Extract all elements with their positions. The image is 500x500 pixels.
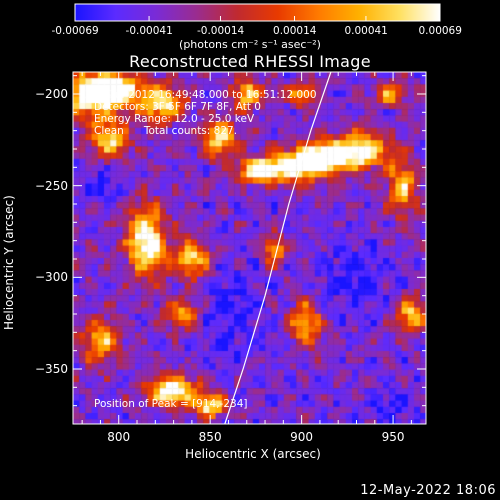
colorbar-tick-label: -0.00041: [125, 25, 173, 37]
annotation-time-range: 15-Jul-2012 16:49:48.000 to 16:51:12.000: [94, 89, 317, 101]
y-tick-label: −300: [35, 270, 68, 285]
observation-info: 15-Jul-2012 16:49:48.000 to 16:51:12.000…: [94, 89, 317, 137]
x-tick-label: 850: [198, 430, 222, 444]
chart-title: Reconstructed RHESSI Image: [129, 52, 371, 71]
colorbar-ticks: [74, 16, 441, 21]
solar-limb-line: [224, 71, 332, 425]
colorbar-tick-label: -0.00014: [196, 25, 245, 37]
colorbar-tick-label: 0.00041: [344, 25, 388, 37]
y-tick-label: −250: [35, 178, 68, 193]
y-axis-label: Heliocentric Y (arcsec): [2, 195, 16, 330]
colorbar-tick-label: -0.00069: [51, 25, 99, 37]
y-axis-ticks: [73, 75, 426, 407]
annotation-energy-range: Energy Range: 12.0 - 25.0 keV: [94, 113, 255, 125]
x-axis-label: Heliocentric X (arcsec): [185, 447, 321, 461]
timestamp: 12-May-2022 18:06: [360, 483, 496, 498]
y-tick-label: −350: [35, 362, 68, 376]
plot-area: [73, 72, 426, 424]
annotation-peak-position: Position of Peak = [914,-234]: [94, 398, 248, 410]
colorbar: [74, 3, 441, 22]
plot-frame: [72, 71, 427, 425]
heatmap-image: [73, 72, 426, 424]
x-axis-ticks: [81, 72, 412, 424]
x-tick-label: 950: [381, 430, 405, 444]
colorbar-tick-label: 0.00014: [273, 25, 317, 37]
annotation-clean-counts: Clean Total counts: 827.: [94, 125, 238, 137]
x-tick-label: 800: [107, 430, 131, 444]
colorbar-title: (photons cm⁻² s⁻¹ asec⁻²): [179, 38, 321, 51]
colorbar-gradient: [74, 3, 441, 22]
y-tick-label: −200: [35, 87, 68, 101]
x-tick-label: 900: [290, 430, 314, 444]
colorbar-tick-label: 0.00069: [418, 25, 462, 37]
annotation-detectors: Detectors: 3F 5F 6F 7F 8F, Att 0: [94, 101, 261, 113]
